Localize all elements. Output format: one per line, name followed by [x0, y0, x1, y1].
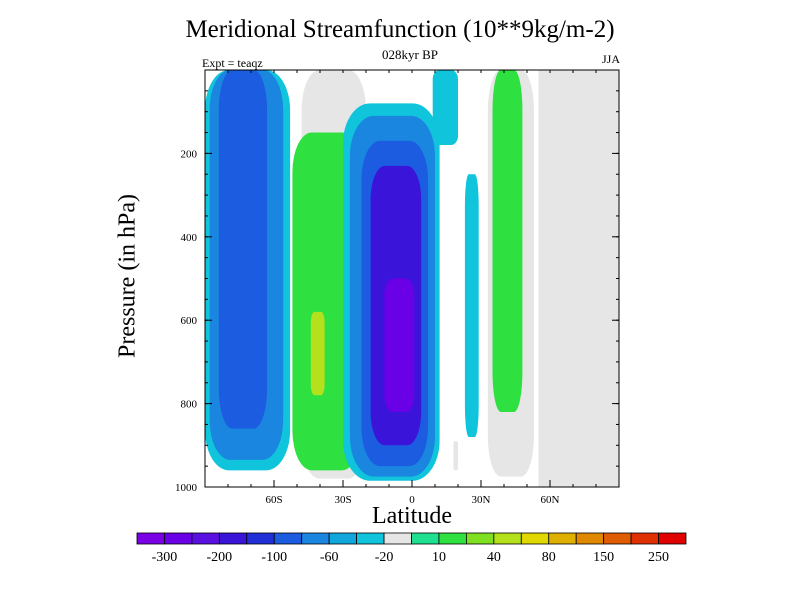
chart-title: Meridional Streamfunction (10**9kg/m-2) [185, 16, 615, 43]
colorbar-swatch [438, 532, 467, 545]
colorbar-swatch [191, 532, 220, 545]
contour-region-5 [310, 311, 325, 396]
colorbar-swatch [218, 532, 248, 545]
colorbar-swatch [575, 532, 605, 545]
colorbar-label: -200 [207, 550, 233, 565]
y-tick-label: 1000 [175, 482, 198, 494]
colorbar-swatch [164, 532, 193, 545]
contour-region-11 [432, 70, 458, 146]
colorbar-swatch [411, 532, 440, 545]
colorbar-swatch [630, 532, 659, 545]
colorbar-swatch [548, 532, 577, 545]
colorbar-swatch [520, 532, 550, 545]
y-tick-label: 600 [181, 315, 198, 327]
colorbar-label: 80 [542, 550, 556, 565]
colorbar-label: 250 [648, 550, 669, 565]
x-tick-label: 0 [409, 494, 415, 506]
contour-regions [205, 70, 619, 487]
colorbar-label: -300 [152, 550, 178, 565]
colorbar-swatch [658, 532, 687, 545]
colorbar-label: 150 [593, 550, 614, 565]
colorbar-swatch [328, 532, 357, 545]
x-axis-label: Latitude [372, 503, 452, 529]
colorbar-swatch [493, 532, 522, 545]
colorbar-swatch [383, 532, 412, 545]
colorbar-swatch [246, 532, 275, 545]
colorbar-label: 10 [432, 550, 446, 565]
colorbar-swatch [301, 532, 330, 545]
colorbar-swatch [465, 532, 495, 545]
y-tick-label: 200 [181, 148, 198, 160]
colorbar-swatch [136, 532, 165, 545]
experiment-label: Expt = teaqz [202, 56, 263, 70]
contour-region-2 [218, 70, 268, 429]
contour-region-10 [384, 278, 415, 412]
colorbar-label: -100 [261, 550, 287, 565]
x-tick-label: 30N [472, 494, 491, 506]
x-tick-label: 30S [334, 494, 351, 506]
x-tick-label: 60N [541, 494, 560, 506]
contour-region-15 [492, 70, 523, 412]
colorbar-swatch [356, 532, 385, 545]
season-label: JJA [601, 52, 620, 66]
colorbar-label: 40 [487, 550, 501, 565]
y-tick-label: 400 [181, 232, 198, 244]
chart-subtitle: 028kyr BP [382, 47, 438, 62]
colorbar-label: -20 [375, 550, 394, 565]
axis-ticks: 60S 30S 0 30N 60N 200 400 600 800 1000 [175, 69, 620, 506]
contour-region-13 [453, 441, 458, 471]
y-tick-label: 800 [181, 399, 198, 411]
colorbar-swatch [273, 532, 303, 545]
colorbar-label: -60 [320, 550, 339, 565]
colorbar-swatch [603, 532, 632, 545]
x-tick-label: 60S [265, 494, 282, 506]
contour-region-12 [464, 174, 479, 437]
colorbar: -300 -200 -100 -60 -20 10 40 80 150 250 [136, 532, 687, 565]
